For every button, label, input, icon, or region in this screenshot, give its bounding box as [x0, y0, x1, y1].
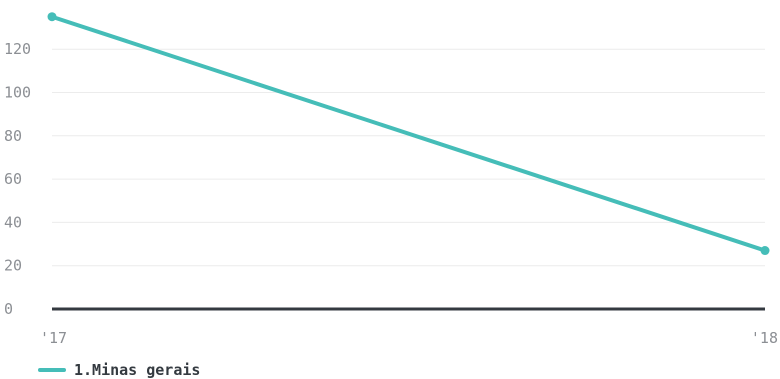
data-point-1-0: [47, 12, 57, 22]
series-line-1: [50, 14, 767, 253]
legend: 1.Minas gerais: [38, 361, 200, 379]
y-tick-label-0: 0: [4, 300, 13, 318]
data-point-1-1: [760, 246, 770, 256]
x-axis-ticks: '17 '18: [40, 329, 778, 347]
y-tick-label-20: 20: [4, 257, 22, 275]
y-tick-label-80: 80: [4, 127, 22, 145]
legend-swatch: [38, 368, 66, 372]
y-tick-label-40: 40: [4, 213, 22, 231]
y-tick-label-120: 120: [4, 40, 31, 58]
y-tick-label-60: 60: [4, 170, 22, 188]
y-tick-label-100: 100: [4, 84, 31, 102]
gridlines: [52, 48, 765, 267]
x-tick-label-0: '17: [40, 329, 67, 347]
legend-label-series-1: 1.Minas gerais: [74, 361, 201, 379]
series-layer: [47, 12, 770, 256]
y-axis-ticks: 0 20 40 60 80 100 120: [4, 40, 31, 318]
x-tick-label-1: '18: [751, 329, 778, 347]
